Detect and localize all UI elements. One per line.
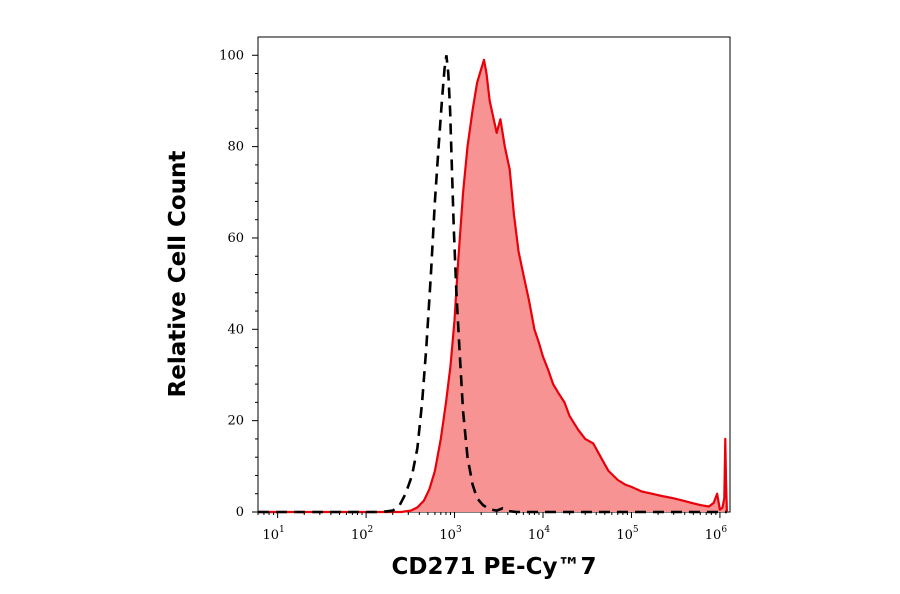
- series-layer: [258, 55, 728, 514]
- x-tick-label: 104: [528, 525, 551, 543]
- x-axis-title: CD271 PE-Cy™7: [392, 554, 597, 580]
- y-tick-label: 20: [227, 414, 244, 429]
- y-tick-label: 60: [227, 231, 244, 246]
- x-tick-label: 101: [262, 525, 284, 543]
- y-tick-label: 100: [219, 48, 244, 63]
- series-line-control: [258, 55, 727, 514]
- tick-layer: 101 102 103 104 105 106 0 20 40 60 80 100: [219, 48, 727, 543]
- y-tick-label: 80: [227, 140, 244, 155]
- x-tick-label: 102: [351, 525, 373, 543]
- x-tick-label: 106: [705, 525, 728, 543]
- series-line-stained: [258, 58, 728, 514]
- x-tick-label: 105: [616, 525, 639, 543]
- y-tick-label: 40: [227, 322, 244, 337]
- series-area-fill: [258, 59, 727, 513]
- x-tick-label: 103: [439, 525, 462, 543]
- y-axis-title: Relative Cell Count: [165, 151, 191, 398]
- y-tick-label: 0: [236, 505, 244, 520]
